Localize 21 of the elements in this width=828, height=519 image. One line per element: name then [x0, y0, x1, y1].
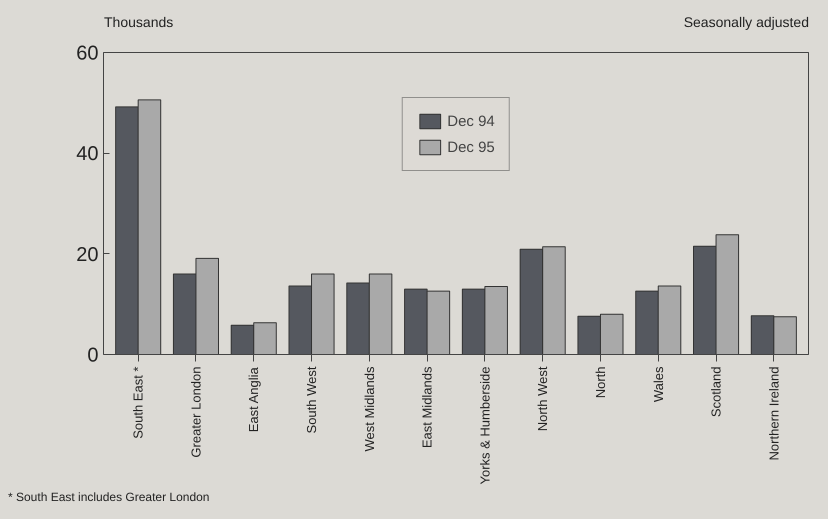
x-tick-label: North West — [535, 366, 550, 432]
x-tick-label: Yorks & Humberside — [477, 366, 492, 485]
legend-label: Dec 95 — [447, 138, 495, 156]
legend-label: Dec 94 — [447, 112, 495, 130]
y-tick-label: 0 — [87, 344, 98, 366]
x-tick-label: East Anglia — [246, 366, 262, 432]
x-tick-label: Wales — [650, 366, 666, 402]
x-tick-label: North — [592, 366, 608, 398]
text: * South East includes Greater London — [8, 489, 210, 506]
x-tick-label: South East * — [130, 366, 146, 439]
y-tick-label: 60 — [76, 42, 99, 64]
y-axis-title: Thousands — [104, 13, 174, 32]
y-tick-label: 40 — [76, 143, 99, 166]
x-tick-label: West Midlands — [362, 366, 377, 452]
y-tick-label: 20 — [76, 244, 99, 266]
x-tick-label: East Midlands — [420, 366, 435, 448]
x-tick-label: Scotland — [708, 366, 724, 418]
x-tick-label: Greater London — [188, 366, 204, 458]
x-tick-label: South West — [304, 366, 320, 434]
chart-subtitle: Seasonally adjusted — [684, 13, 809, 32]
x-tick-label: Northern Ireland — [766, 366, 782, 460]
